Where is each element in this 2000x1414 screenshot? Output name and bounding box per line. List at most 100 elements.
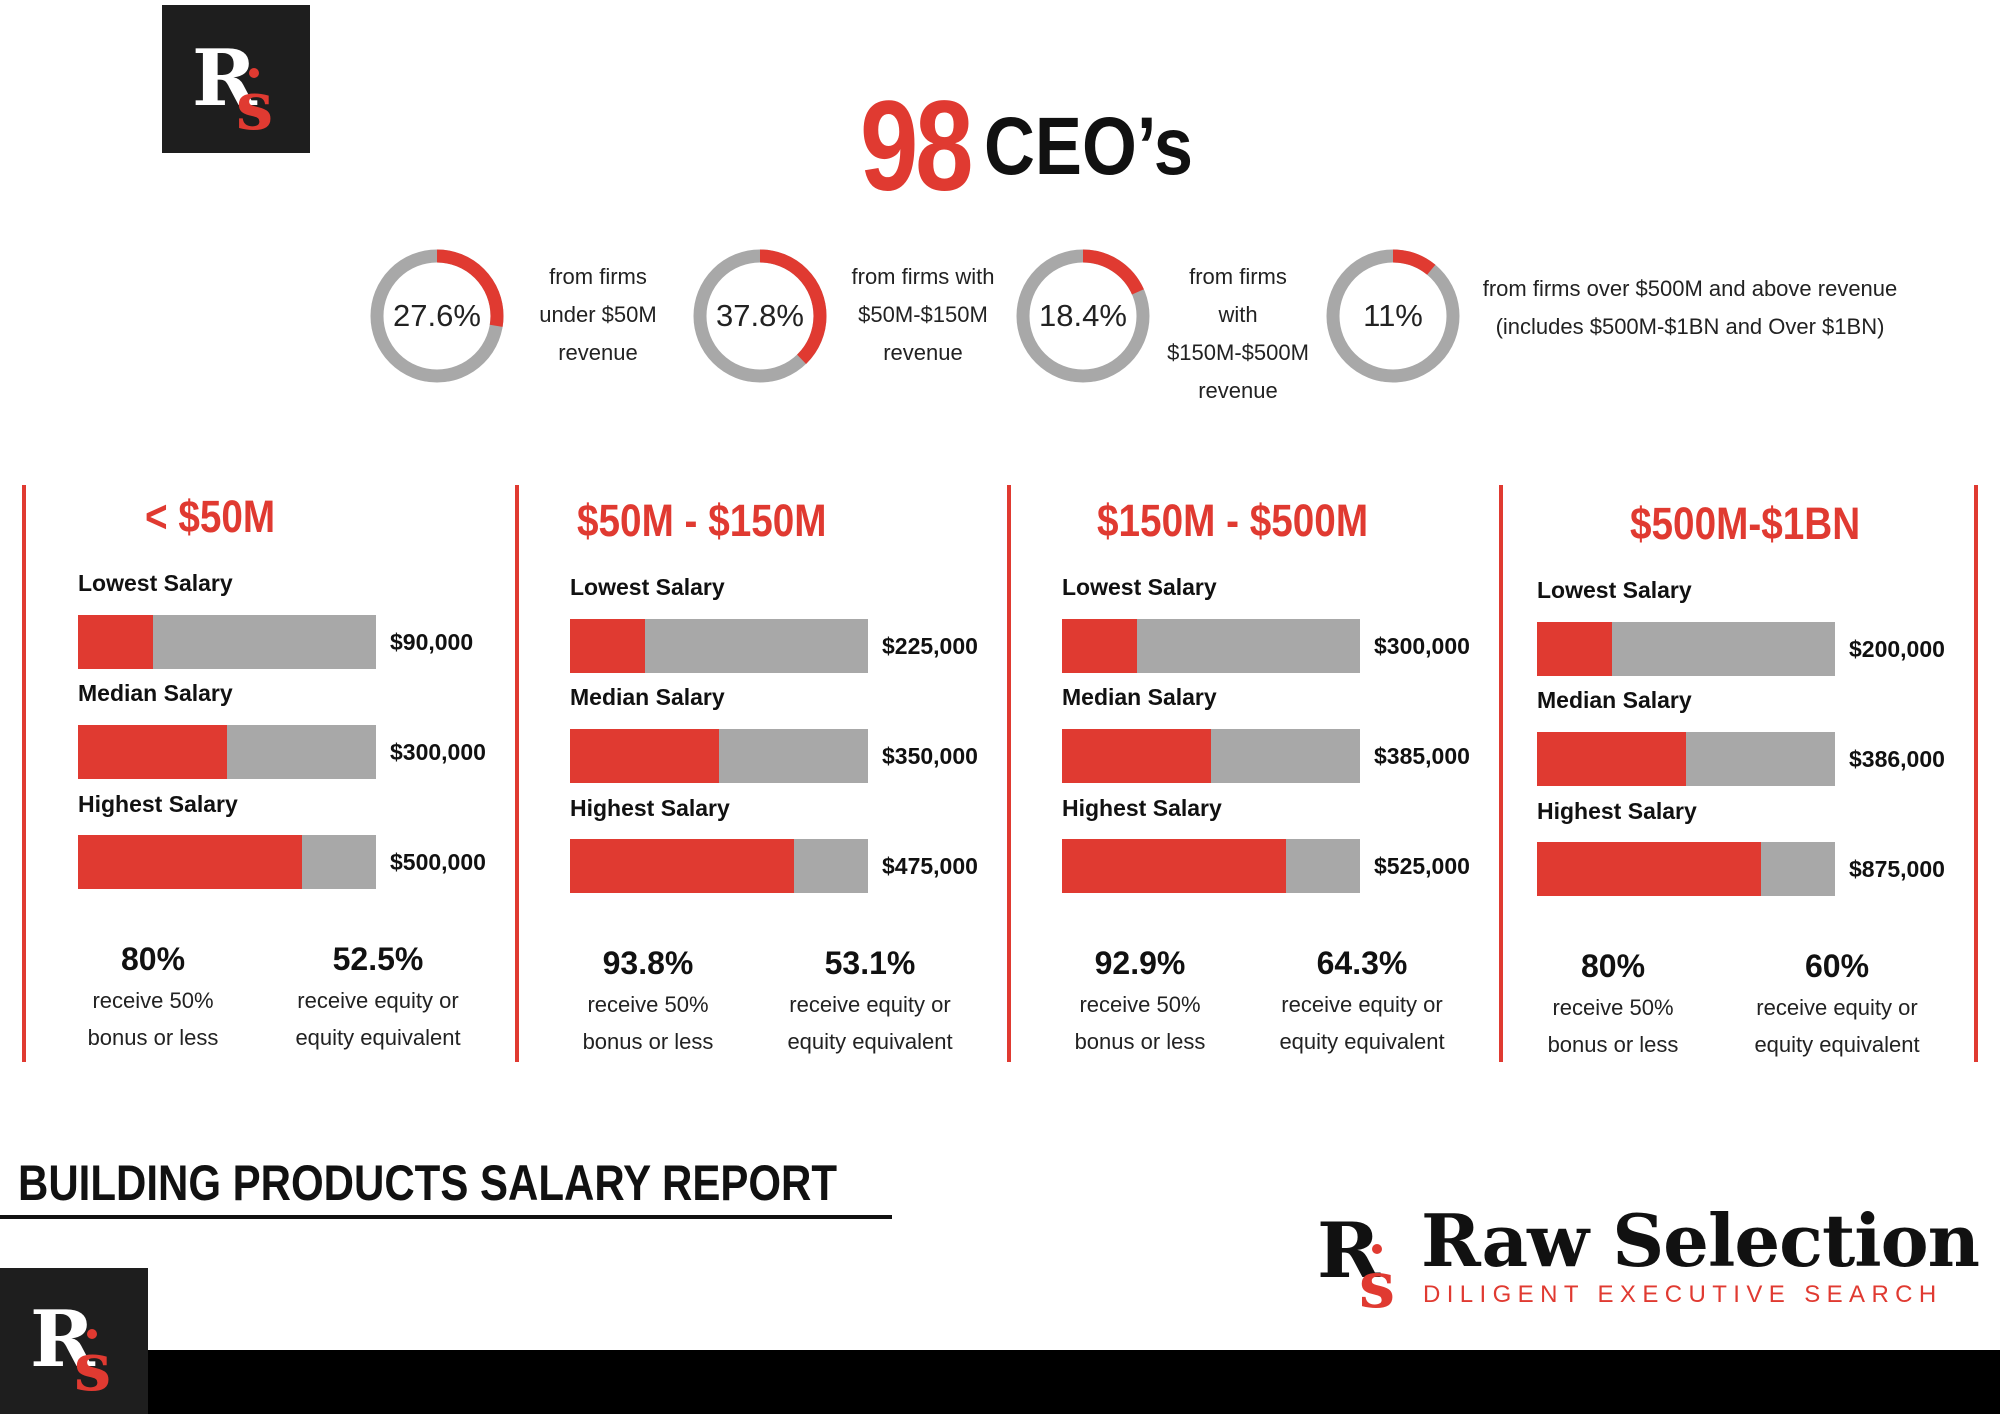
salary-bar-fill bbox=[570, 839, 794, 893]
donut-caption: from firms with $150M-$500M revenue bbox=[1158, 258, 1318, 410]
report-title: BUILDING PRODUCTS SALARY REPORT bbox=[18, 1155, 838, 1211]
salary-value: $386,000 bbox=[1849, 746, 1945, 772]
salary-bar bbox=[1537, 622, 1835, 676]
stat-percent: 93.8% bbox=[602, 945, 694, 981]
salary-bar bbox=[1062, 839, 1360, 893]
bonus-stat: 92.9% receive 50% bonus or less bbox=[1040, 944, 1240, 1060]
stat-line: bonus or less bbox=[1547, 1032, 1679, 1057]
salary-bar-fill bbox=[78, 835, 302, 889]
salary-bar-fill bbox=[78, 615, 153, 669]
stat-text: receive equity or equity equivalent bbox=[1737, 989, 1937, 1063]
stat-line: bonus or less bbox=[1074, 1029, 1206, 1054]
donut-arc bbox=[1016, 249, 1150, 383]
bonus-stat: 93.8% receive 50% bonus or less bbox=[548, 944, 748, 1060]
salary-value: $500,000 bbox=[390, 849, 486, 875]
donut-value: 37.8% bbox=[716, 298, 804, 333]
caption-line: revenue bbox=[883, 340, 963, 365]
stat-percent: 80% bbox=[1580, 948, 1646, 984]
salary-label: Lowest Salary bbox=[78, 570, 233, 596]
salary-value: $385,000 bbox=[1374, 743, 1470, 769]
title-underline bbox=[0, 1215, 892, 1219]
brand-tagline: DILIGENT EXECUTIVE SEARCH bbox=[1423, 1281, 1943, 1308]
salary-value: $300,000 bbox=[390, 739, 486, 765]
section-divider bbox=[1007, 485, 1011, 1062]
salary-bar-fill bbox=[570, 729, 719, 783]
section-title: < $50M bbox=[145, 491, 276, 542]
donut-value: 18.4% bbox=[1039, 298, 1127, 333]
stat-line: receive equity or bbox=[297, 988, 459, 1013]
donut-arc bbox=[370, 249, 504, 383]
salary-value: $90,000 bbox=[390, 629, 474, 655]
salary-bar-fill bbox=[1537, 622, 1612, 676]
salary-label: Highest Salary bbox=[1062, 795, 1222, 821]
stat-line: equity equivalent bbox=[295, 1025, 461, 1050]
equity-stat: 53.1% receive equity or equity equivalen… bbox=[770, 944, 970, 1060]
salary-label: Median Salary bbox=[1537, 687, 1692, 713]
stat-percent: 80% bbox=[120, 941, 186, 977]
footer-bar bbox=[0, 1350, 2000, 1414]
caption-line: from firms bbox=[549, 264, 647, 289]
caption-line: from firms with bbox=[851, 264, 995, 289]
ceo-count: 98 bbox=[860, 75, 973, 218]
donut-svg bbox=[1016, 249, 1150, 383]
brand-name: Raw Selection bbox=[1421, 1198, 1980, 1283]
salary-label: Lowest Salary bbox=[1062, 574, 1217, 600]
donut-arc bbox=[1326, 249, 1460, 383]
salary-label: Lowest Salary bbox=[570, 574, 725, 600]
donut-chart: 18.4% bbox=[1013, 246, 1153, 386]
salary-label: Highest Salary bbox=[78, 791, 238, 817]
svg-text:R: R bbox=[30, 1294, 96, 1385]
stat-text: receive equity or equity equivalent bbox=[278, 982, 478, 1056]
donut-value: 11% bbox=[1363, 298, 1423, 333]
section-title: $500M-$1BN bbox=[1630, 498, 1861, 549]
salary-value: $300,000 bbox=[1374, 633, 1470, 659]
donut-svg bbox=[1326, 249, 1460, 383]
salary-label: Median Salary bbox=[1062, 684, 1217, 710]
salary-value: $875,000 bbox=[1849, 856, 1945, 882]
svg-text:s: s bbox=[1359, 1248, 1395, 1315]
stat-line: receive 50% bbox=[587, 992, 709, 1017]
salary-section-under-50m: < $50M Lowest Salary $90,000 Median Sala… bbox=[78, 494, 518, 1064]
donut-svg bbox=[693, 249, 827, 383]
stat-text: receive 50% bonus or less bbox=[53, 982, 253, 1056]
salary-bar bbox=[570, 619, 868, 673]
salary-bar-fill bbox=[1537, 842, 1761, 896]
salary-section-500m-1bn: $500M-$1BN Lowest Salary $200,000 Median… bbox=[1537, 501, 1977, 1071]
donut-chart: 11% bbox=[1323, 246, 1463, 386]
caption-line: (includes $500M-$1BN and Over $1BN) bbox=[1495, 314, 1885, 339]
stat-percent: 60% bbox=[1804, 948, 1870, 984]
salary-label: Highest Salary bbox=[570, 795, 730, 821]
salary-value: $350,000 bbox=[882, 743, 978, 769]
caption-line: from firms over $500M and above revenue bbox=[1482, 276, 1898, 301]
bonus-stat: 80% receive 50% bonus or less bbox=[1513, 947, 1713, 1063]
salary-section-50m-150m: $50M - $150M Lowest Salary $225,000 Medi… bbox=[570, 498, 1010, 1068]
salary-value: $525,000 bbox=[1374, 853, 1470, 879]
equity-stat: 64.3% receive equity or equity equivalen… bbox=[1262, 944, 1462, 1060]
section-divider bbox=[1499, 485, 1503, 1062]
stat-line: receive equity or bbox=[789, 992, 951, 1017]
caption-line: with bbox=[1218, 302, 1258, 327]
svg-text:R: R bbox=[1317, 1206, 1381, 1295]
stat-text: receive 50% bonus or less bbox=[1040, 986, 1240, 1060]
stat-line: equity equivalent bbox=[1754, 1032, 1920, 1057]
section-divider bbox=[22, 485, 26, 1062]
bonus-stat: 80% receive 50% bonus or less bbox=[53, 940, 253, 1056]
donut-caption: from firms over $500M and above revenue … bbox=[1480, 270, 1900, 346]
caption-line: under $50M bbox=[539, 302, 657, 327]
salary-value: $225,000 bbox=[882, 633, 978, 659]
brand-logo: R s Raw Selection DILIGENT EXECUTIVE SEA… bbox=[1315, 1205, 1980, 1316]
footer-logo: R s bbox=[0, 1268, 148, 1414]
hero-heading: 98 CEO’s bbox=[860, 82, 1227, 212]
donut-chart: 37.8% bbox=[690, 246, 830, 386]
stat-line: bonus or less bbox=[582, 1029, 714, 1054]
salary-bar bbox=[1062, 729, 1360, 783]
salary-label: Lowest Salary bbox=[1537, 577, 1692, 603]
stat-line: receive 50% bbox=[1552, 995, 1674, 1020]
section-title: $150M - $500M bbox=[1097, 495, 1369, 546]
salary-bar bbox=[1537, 842, 1835, 896]
stat-line: receive 50% bbox=[92, 988, 214, 1013]
salary-bar bbox=[570, 729, 868, 783]
stat-text: receive 50% bonus or less bbox=[1513, 989, 1713, 1063]
stat-percent: 53.1% bbox=[824, 945, 916, 981]
caption-line: $50M-$150M bbox=[858, 302, 988, 327]
